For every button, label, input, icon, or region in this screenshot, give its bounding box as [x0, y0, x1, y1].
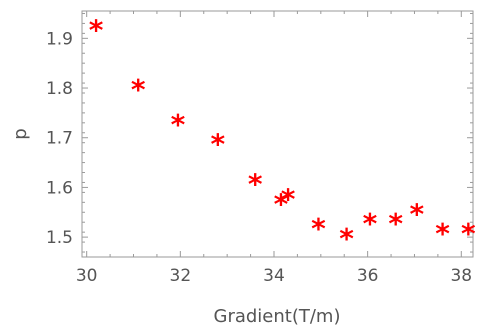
axis-ticks	[82, 11, 473, 257]
data-point: *	[89, 13, 104, 46]
data-point: *	[435, 217, 450, 250]
data-point: *	[131, 73, 146, 106]
x-axis-title: Gradient(T/m)	[214, 306, 341, 327]
data-point: *	[248, 167, 263, 200]
y-axis-title: p	[10, 128, 31, 139]
y-tick-label: 1.6	[46, 178, 73, 198]
y-tick-label: 1.8	[46, 79, 73, 99]
data-point: *	[409, 197, 424, 230]
x-tick-label: 36	[357, 266, 379, 286]
tick-labels: 30 32 34 36 38 1.5 1.6 1.7 1.8 1.9	[46, 29, 472, 286]
x-tick-label: 32	[170, 266, 192, 286]
x-tick-label: 38	[450, 266, 472, 286]
data-point: *	[388, 207, 403, 240]
x-tick-label: 34	[263, 266, 285, 286]
y-tick-label: 1.9	[46, 29, 73, 49]
data-point: *	[311, 212, 326, 245]
data-points: ******** * * * ** *	[89, 13, 476, 255]
data-point: *	[461, 217, 476, 250]
plot-frame	[81, 10, 474, 258]
data-point: *	[363, 207, 378, 240]
data-point: *	[274, 187, 289, 220]
data-point: *	[171, 108, 186, 141]
data-point: *	[339, 222, 354, 255]
data-point: *	[210, 128, 225, 161]
y-tick-label: 1.7	[46, 129, 73, 149]
x-tick-label: 30	[76, 266, 98, 286]
data-point: *	[281, 182, 296, 215]
y-tick-label: 1.5	[46, 228, 73, 248]
